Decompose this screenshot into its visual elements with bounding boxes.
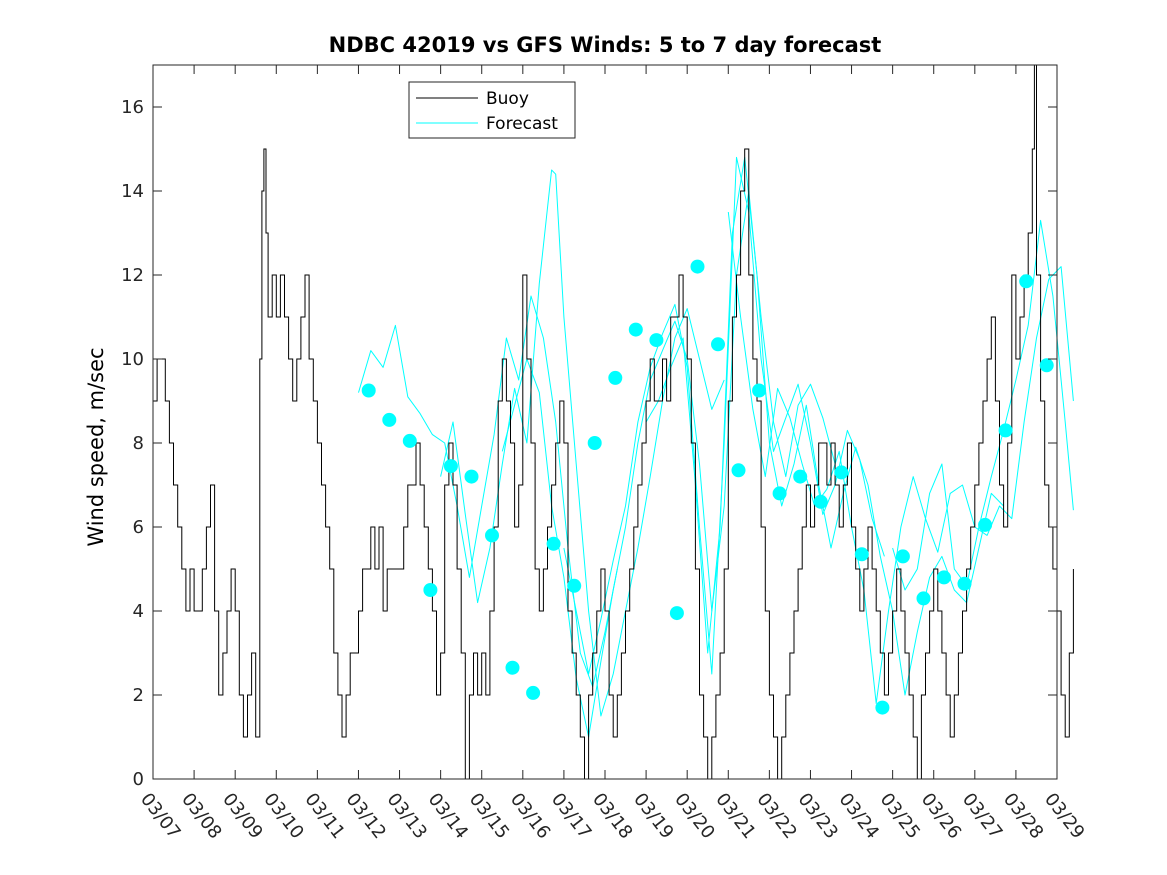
forecast-marker — [423, 583, 438, 597]
chart-title: NDBC 42019 vs GFS Winds: 5 to 7 day fore… — [329, 33, 882, 57]
forecast-marker — [998, 423, 1013, 438]
forecast-marker — [916, 591, 931, 606]
forecast-line-6 — [727, 211, 1074, 704]
forecast-marker — [505, 660, 520, 675]
x-tick-label: 03/29 — [1040, 789, 1088, 843]
x-tick-label: 03/25 — [876, 789, 924, 843]
forecast-marker — [1039, 358, 1054, 373]
forecast-marker — [1019, 274, 1034, 289]
forecast-marker — [546, 536, 561, 551]
series-layer — [153, 64, 1074, 780]
forecast-marker — [813, 494, 828, 509]
forecast-marker — [834, 465, 849, 480]
x-tick-label: 03/15 — [465, 789, 513, 843]
legend: Buoy Forecast — [408, 81, 576, 139]
y-tick-label: 12 — [121, 265, 144, 286]
forecast-marker — [793, 469, 808, 484]
x-tick-label: 03/08 — [177, 789, 225, 843]
x-tick-label: 03/14 — [424, 789, 472, 843]
x-tick-label: 03/27 — [958, 789, 1006, 843]
y-axis-label: Wind speed, m/sec — [84, 347, 108, 546]
x-tick-label: 03/20 — [670, 789, 718, 843]
x-tick-label: 03/13 — [383, 789, 431, 843]
forecast-marker — [649, 333, 664, 348]
forecast-line-4 — [563, 156, 885, 675]
legend-label-buoy: Buoy — [486, 89, 529, 109]
plot-area — [152, 64, 1074, 780]
buoy-line — [153, 64, 1074, 780]
forecast-marker — [752, 383, 767, 398]
y-tick-label: 0 — [133, 769, 144, 790]
x-tick-label: 03/26 — [917, 789, 965, 843]
y-tick-label: 2 — [133, 685, 144, 706]
x-tick-label: 03/16 — [506, 789, 554, 843]
y-tick-label: 4 — [133, 601, 144, 622]
y-tick-label: 8 — [133, 433, 144, 454]
x-tick-label: 03/07 — [136, 789, 184, 843]
x-tick-label: 03/23 — [794, 789, 842, 843]
x-tick-label: 03/11 — [300, 789, 348, 843]
x-tick-label: 03/21 — [711, 789, 759, 843]
forecast-marker — [772, 486, 787, 501]
forecast-marker — [485, 528, 499, 543]
x-tick-label: 03/19 — [629, 789, 677, 843]
x-tick-label: 03/17 — [547, 789, 595, 843]
y-tick-label: 14 — [121, 181, 144, 202]
x-tick-label: 03/12 — [342, 789, 390, 843]
x-tick-label: 03/09 — [218, 789, 266, 843]
forecast-line-7 — [892, 219, 1074, 591]
forecast-marker — [361, 383, 376, 398]
forecast-line-2 — [440, 169, 725, 717]
forecast-marker — [957, 576, 972, 591]
forecast-marker — [526, 685, 541, 700]
forecast-marker — [711, 337, 725, 352]
forecast-marker — [628, 322, 643, 337]
forecast-marker — [443, 459, 458, 474]
forecast-marker — [669, 606, 684, 621]
legend-label-forecast: Forecast — [486, 114, 558, 134]
x-tick-label: 03/18 — [588, 789, 636, 843]
y-tick-label: 6 — [133, 517, 144, 538]
forecast-marker — [587, 436, 602, 450]
x-tick-label: 03/10 — [259, 789, 307, 843]
forecast-marker — [731, 463, 746, 478]
forecast-marker — [690, 259, 705, 274]
forecast-line-5 — [645, 156, 1004, 696]
x-tick-label: 03/24 — [835, 789, 883, 843]
x-tick-label: 03/28 — [999, 789, 1047, 843]
plot-background — [153, 65, 1057, 779]
forecast-marker — [937, 570, 951, 585]
y-tick-label: 16 — [121, 97, 144, 118]
forecast-marker — [978, 517, 993, 532]
forecast-marker — [608, 370, 623, 385]
x-tick-label: 03/22 — [752, 789, 800, 843]
legend-box — [408, 81, 576, 139]
forecast-marker — [402, 433, 417, 448]
forecast-marker — [875, 700, 890, 715]
forecast-marker — [854, 547, 869, 562]
forecast-marker — [464, 469, 479, 484]
y-tick-label: 10 — [121, 349, 144, 370]
forecast-marker — [895, 549, 910, 564]
forecast-marker — [567, 578, 582, 593]
forecast-marker — [382, 412, 397, 427]
